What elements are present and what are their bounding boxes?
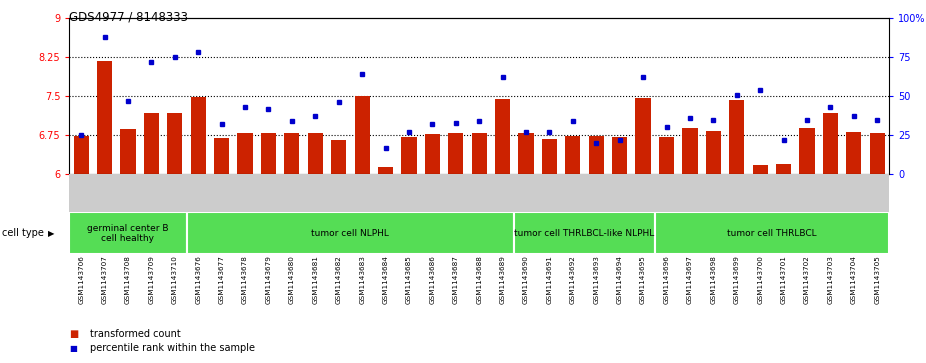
Text: tumor cell NLPHL: tumor cell NLPHL [311,229,389,238]
Bar [565,136,581,174]
Bar [97,61,112,174]
Bar [284,132,299,174]
Bar [519,132,533,174]
Bar [261,132,276,174]
Text: transformed count: transformed count [90,329,181,339]
Bar [655,212,889,254]
Bar [168,113,182,174]
Text: ■: ■ [69,344,78,353]
Text: germinal center B
cell healthy: germinal center B cell healthy [87,224,169,243]
Bar [448,132,463,174]
Bar [307,132,323,174]
Bar [612,137,627,174]
Bar [425,134,440,174]
Bar [823,113,838,174]
Text: tumor cell THRLBCL: tumor cell THRLBCL [727,229,817,238]
Bar [186,212,514,254]
Bar [846,131,861,174]
Bar [120,130,135,174]
Bar [635,98,651,174]
Bar [799,129,815,174]
Text: tumor cell THRLBCL-like NLPHL: tumor cell THRLBCL-like NLPHL [515,229,655,238]
Text: ■: ■ [69,329,79,339]
Bar [495,99,510,174]
Bar [514,212,655,254]
Bar [144,113,159,174]
Bar [870,132,885,174]
Bar [69,212,186,254]
Bar [332,140,346,174]
Bar [401,137,417,174]
Text: percentile rank within the sample: percentile rank within the sample [90,343,255,354]
Text: cell type: cell type [2,228,44,238]
Bar [378,167,394,174]
Bar [471,132,487,174]
Text: ▶: ▶ [48,229,55,238]
Bar [706,131,721,174]
Bar [191,97,206,174]
Bar [542,139,557,174]
Bar [682,129,697,174]
Bar [355,96,369,174]
Bar [589,136,604,174]
Bar [73,136,89,174]
Text: GDS4977 / 8148333: GDS4977 / 8148333 [69,11,189,24]
Bar [237,132,253,174]
Bar [659,137,674,174]
Bar [729,100,745,174]
Bar [214,138,230,174]
Bar [753,166,768,174]
Bar [776,164,791,174]
